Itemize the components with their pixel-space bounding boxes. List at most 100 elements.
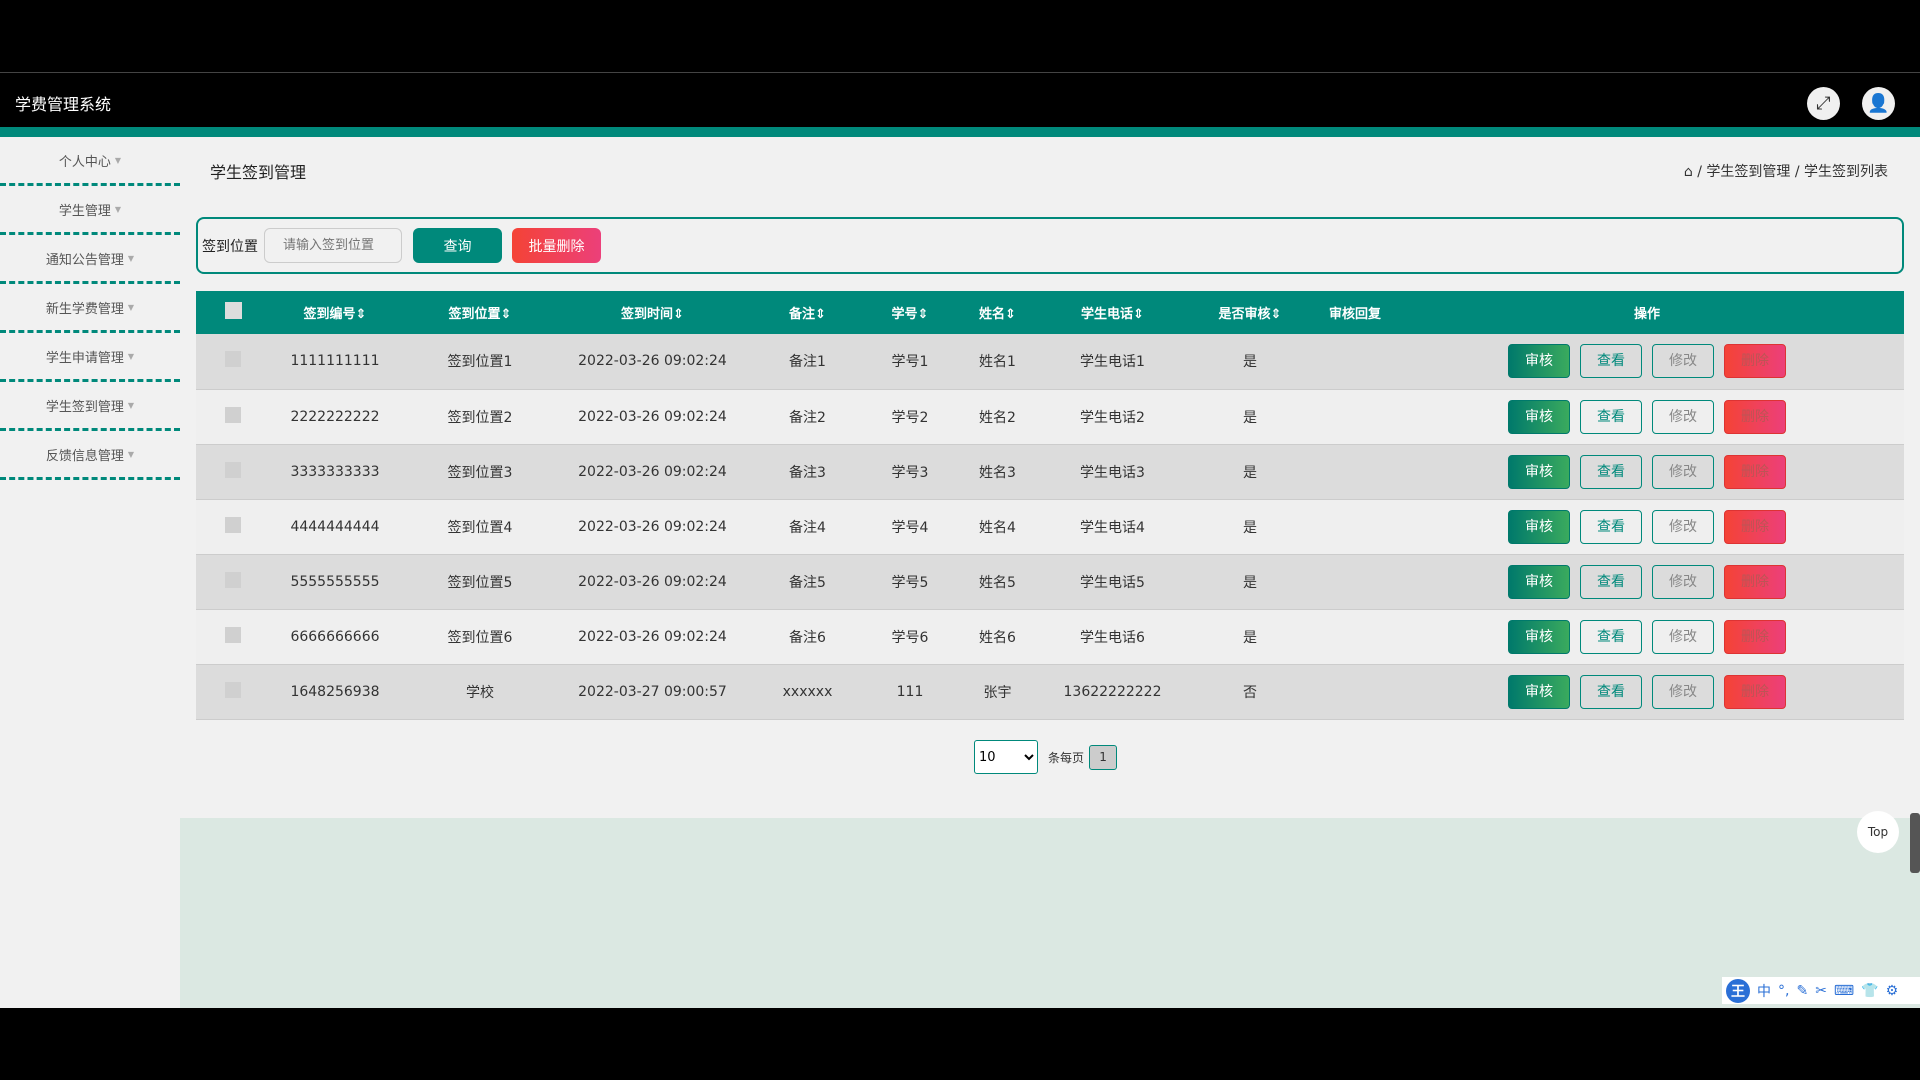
cell-name: 姓名1 bbox=[950, 334, 1045, 390]
page-size-select[interactable]: 10 bbox=[974, 740, 1038, 774]
audit-button[interactable]: 审核 bbox=[1508, 564, 1570, 599]
delete-button[interactable]: 删除 bbox=[1724, 509, 1786, 544]
audit-button[interactable]: 审核 bbox=[1508, 674, 1570, 709]
app-title: 学费管理系统 bbox=[15, 95, 112, 114]
cell-location: 签到位置2 bbox=[400, 389, 560, 445]
table-row: 1111111111 签到位置1 2022-03-26 09:02:24 备注1 学号1… bbox=[196, 334, 1904, 390]
column-header[interactable]: 签到位置⇕ bbox=[400, 291, 560, 334]
actions-cell: 审核 查看 修改 删除 bbox=[1390, 609, 1904, 665]
location-search-input[interactable] bbox=[264, 228, 402, 263]
actions-cell: 审核 查看 修改 删除 bbox=[1390, 499, 1904, 555]
edit-button[interactable]: 修改 bbox=[1652, 509, 1714, 544]
edit-button[interactable]: 修改 bbox=[1652, 619, 1714, 654]
cell-location: 学校 bbox=[400, 664, 560, 720]
row-select-cell bbox=[196, 609, 270, 665]
column-header[interactable]: 签到编号⇕ bbox=[270, 291, 400, 334]
ime-tool-icon[interactable]: 中 bbox=[1757, 983, 1771, 1000]
row-checkbox[interactable] bbox=[225, 571, 241, 588]
sidebar-item[interactable]: 新生学费管理 ▼ bbox=[0, 284, 180, 333]
ime-tool-icon[interactable]: ✂ bbox=[1815, 982, 1827, 999]
ime-logo-icon[interactable]: 王 bbox=[1726, 978, 1750, 1003]
actions-cell: 审核 查看 修改 删除 bbox=[1390, 334, 1904, 390]
delete-button[interactable]: 删除 bbox=[1724, 674, 1786, 709]
delete-button[interactable]: 删除 bbox=[1724, 619, 1786, 654]
view-button[interactable]: 查看 bbox=[1580, 674, 1642, 709]
back-to-top-button[interactable]: Top bbox=[1857, 811, 1899, 853]
delete-button[interactable]: 删除 bbox=[1724, 344, 1786, 379]
ime-tool-icon[interactable]: ✎ bbox=[1796, 982, 1809, 999]
cell-student-no: 学号6 bbox=[870, 609, 950, 665]
column-header[interactable]: 学生电话⇕ bbox=[1045, 291, 1180, 334]
audit-button[interactable]: 审核 bbox=[1508, 454, 1570, 489]
column-header[interactable]: 是否审核⇕ bbox=[1180, 291, 1320, 334]
audit-button[interactable]: 审核 bbox=[1508, 344, 1570, 379]
view-button[interactable]: 查看 bbox=[1580, 399, 1642, 434]
column-header[interactable]: 学号⇕ bbox=[870, 291, 950, 334]
user-icon[interactable]: 👤 bbox=[1862, 87, 1895, 120]
breadcrumb-level1[interactable]: 学生签到管理 bbox=[1706, 164, 1791, 180]
home-icon[interactable]: ⌂ bbox=[1683, 164, 1693, 180]
audit-button[interactable]: 审核 bbox=[1508, 399, 1570, 434]
fullscreen-icon[interactable]: ⤢ bbox=[1807, 87, 1840, 120]
batch-delete-button[interactable]: 批量删除 bbox=[512, 228, 601, 263]
row-checkbox[interactable] bbox=[225, 406, 241, 423]
audit-button[interactable]: 审核 bbox=[1508, 619, 1570, 654]
edit-button[interactable]: 修改 bbox=[1652, 344, 1714, 379]
table-row: 1648256938 学校 2022-03-27 09:00:57 xxxxxx 111… bbox=[196, 664, 1904, 720]
select-all-checkbox[interactable] bbox=[224, 302, 242, 319]
audit-button[interactable]: 审核 bbox=[1508, 509, 1570, 544]
column-header[interactable]: 备注⇕ bbox=[745, 291, 870, 334]
header-stripe bbox=[0, 127, 1920, 137]
row-checkbox[interactable] bbox=[225, 516, 241, 533]
column-header[interactable]: 姓名⇕ bbox=[950, 291, 1045, 334]
view-button[interactable]: 查看 bbox=[1580, 619, 1642, 654]
query-button[interactable]: 查询 bbox=[413, 228, 502, 263]
sidebar-item[interactable]: 学生申请管理 ▼ bbox=[0, 333, 180, 382]
view-button[interactable]: 查看 bbox=[1580, 509, 1642, 544]
cell-time: 2022-03-26 09:02:24 bbox=[560, 554, 745, 610]
ime-tool-icon[interactable]: 👕 bbox=[1861, 982, 1879, 999]
sidebar-item[interactable]: 反馈信息管理 ▼ bbox=[0, 431, 180, 480]
sidebar-item[interactable]: 通知公告管理 ▼ bbox=[0, 235, 180, 284]
sidebar-item-label: 新生学费管理 bbox=[45, 301, 124, 317]
edit-button[interactable]: 修改 bbox=[1652, 674, 1714, 709]
ime-tool-icon[interactable]: ⚙ bbox=[1885, 982, 1899, 999]
row-checkbox[interactable] bbox=[225, 351, 241, 368]
table-row: 5555555555 签到位置5 2022-03-26 09:02:24 备注5 学号5… bbox=[196, 554, 1904, 610]
cell-phone: 学生电话1 bbox=[1045, 334, 1180, 390]
side-scroll-handle[interactable] bbox=[1910, 813, 1920, 873]
ime-tool-icon[interactable]: ⌨ bbox=[1833, 982, 1855, 999]
caret-down-icon: ▼ bbox=[114, 204, 122, 214]
sidebar-item[interactable]: 学生管理 ▼ bbox=[0, 186, 180, 235]
row-checkbox[interactable] bbox=[225, 681, 241, 698]
delete-button[interactable]: 删除 bbox=[1724, 564, 1786, 599]
sidebar-item-label: 学生申请管理 bbox=[45, 350, 124, 366]
view-button[interactable]: 查看 bbox=[1580, 564, 1642, 599]
search-label: 签到位置 bbox=[202, 238, 258, 255]
cell-student-no: 学号4 bbox=[870, 499, 950, 555]
cell-audited: 是 bbox=[1180, 609, 1320, 665]
cell-audited: 是 bbox=[1180, 444, 1320, 500]
cell-location: 签到位置5 bbox=[400, 554, 560, 610]
edit-button[interactable]: 修改 bbox=[1652, 454, 1714, 489]
footer-area bbox=[180, 818, 1920, 1008]
search-bar: 签到位置 查询 批量删除 bbox=[196, 217, 1904, 274]
cell-name: 张宇 bbox=[950, 664, 1045, 720]
delete-button[interactable]: 删除 bbox=[1724, 454, 1786, 489]
edit-button[interactable]: 修改 bbox=[1652, 399, 1714, 434]
edit-button[interactable]: 修改 bbox=[1652, 564, 1714, 599]
view-button[interactable]: 查看 bbox=[1580, 344, 1642, 379]
row-select-cell bbox=[196, 389, 270, 445]
view-button[interactable]: 查看 bbox=[1580, 454, 1642, 489]
column-header[interactable]: 签到时间⇕ bbox=[560, 291, 745, 334]
sidebar-item[interactable]: 个人中心 ▼ bbox=[0, 137, 180, 186]
row-checkbox[interactable] bbox=[225, 461, 241, 478]
page-button-1[interactable]: 1 bbox=[1089, 744, 1118, 770]
sidebar-item[interactable]: 学生签到管理 ▼ bbox=[0, 382, 180, 431]
ime-tool-icon[interactable]: °, bbox=[1778, 982, 1790, 999]
cell-checkin-id: 6666666666 bbox=[270, 609, 400, 665]
row-select-cell bbox=[196, 664, 270, 720]
row-checkbox[interactable] bbox=[225, 626, 241, 643]
cell-checkin-id: 2222222222 bbox=[270, 389, 400, 445]
delete-button[interactable]: 删除 bbox=[1724, 399, 1786, 434]
